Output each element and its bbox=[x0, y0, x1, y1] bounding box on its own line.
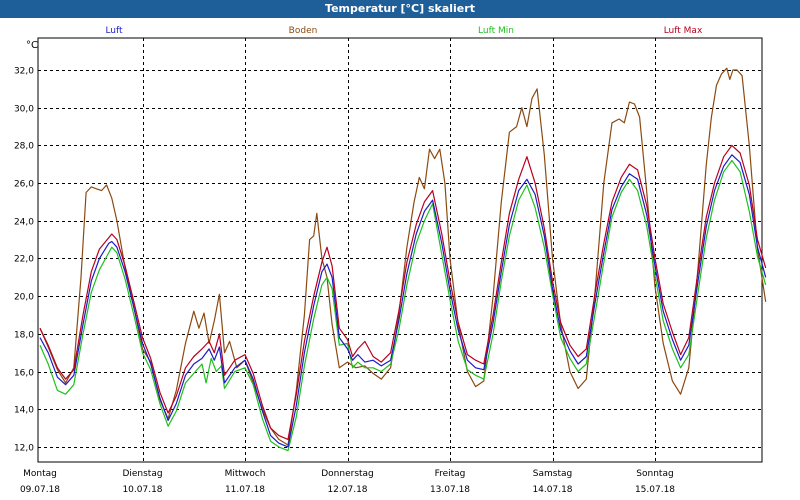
temperature-chart: 12,0 14,0 16,0 18,0 20,0 22,0 24,0 26,0 28,0 30,0… bbox=[14, 26, 767, 495]
x-date-label: 14.07.18 bbox=[532, 485, 572, 495]
legend-luft: Luft bbox=[105, 26, 123, 36]
series-line-luft-min bbox=[39, 159, 767, 452]
y-tick-label: 18,0 bbox=[14, 331, 34, 341]
y-tick-label: 22,0 bbox=[14, 255, 34, 265]
x-day-label: Donnerstag bbox=[321, 469, 374, 479]
x-date-label: 09.07.18 bbox=[20, 485, 60, 495]
x-date-label: 15.07.18 bbox=[635, 485, 675, 495]
chart-title: Temperatur [°C] skaliert bbox=[0, 0, 800, 18]
x-day-label: Samstag bbox=[533, 469, 572, 479]
x-date-label: 10.07.18 bbox=[122, 485, 162, 495]
x-day-label: Montag bbox=[23, 469, 57, 479]
x-date-label: 12.07.18 bbox=[327, 485, 367, 495]
series-line-luft-max bbox=[39, 144, 767, 440]
x-day-label: Mittwoch bbox=[225, 469, 266, 479]
y-axis-unit: °C bbox=[26, 40, 38, 51]
y-tick-label: 24,0 bbox=[14, 218, 34, 228]
series-line-luft bbox=[39, 154, 767, 448]
y-tick-label: 26,0 bbox=[14, 180, 34, 190]
y-tick-label: 32,0 bbox=[14, 67, 34, 77]
x-date-label: 13.07.18 bbox=[430, 485, 470, 495]
x-day-label: Dienstag bbox=[122, 469, 162, 479]
y-tick-label: 16,0 bbox=[14, 369, 34, 379]
x-day-label: Freitag bbox=[435, 469, 466, 479]
legend-boden: Boden bbox=[289, 26, 318, 36]
y-tick-label: 28,0 bbox=[14, 142, 34, 152]
x-date-label: 11.07.18 bbox=[225, 485, 265, 495]
legend-luft-min: Luft Min bbox=[478, 26, 514, 36]
y-tick-label: 20,0 bbox=[14, 293, 34, 303]
y-tick-label: 30,0 bbox=[14, 105, 34, 115]
y-tick-label: 14,0 bbox=[14, 406, 34, 416]
y-tick-label: 12,0 bbox=[14, 444, 34, 454]
legend-luft-max: Luft Max bbox=[664, 26, 703, 36]
x-day-label: Sonntag bbox=[636, 469, 673, 479]
